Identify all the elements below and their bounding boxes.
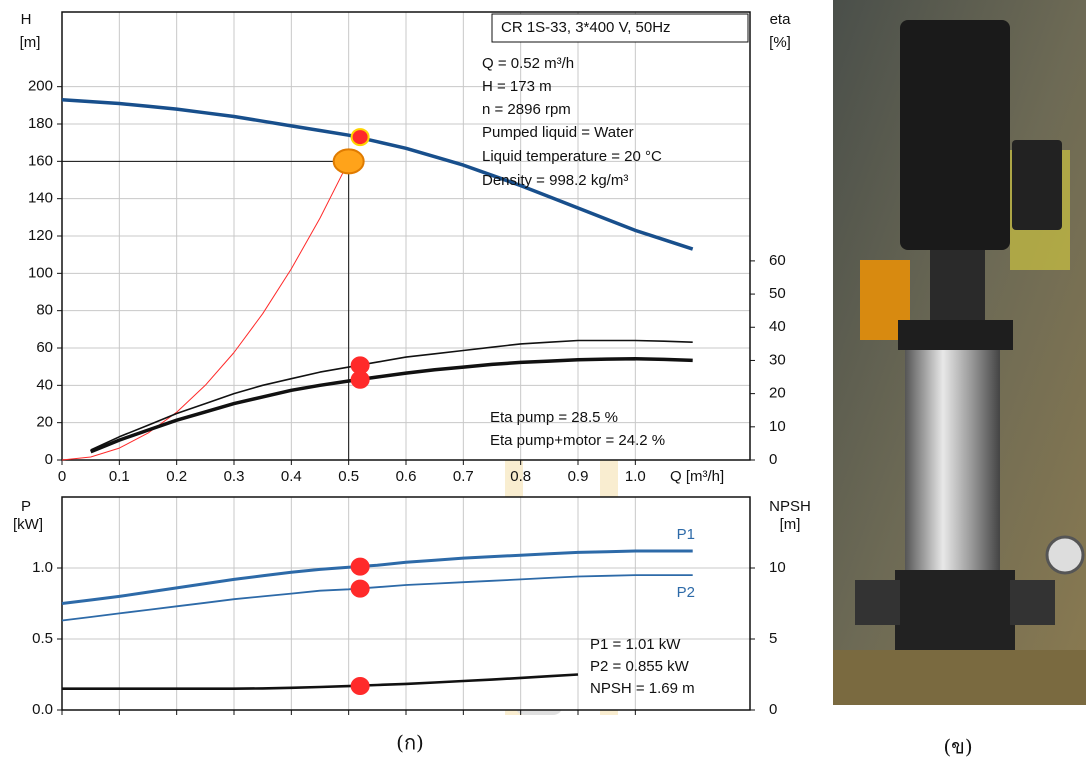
info-line: Liquid temperature = 20 °C <box>482 148 662 165</box>
series-label: P2 <box>677 584 695 601</box>
duty-point <box>352 372 369 388</box>
y-axis-label: P <box>21 498 31 515</box>
x-tick-label: 0.1 <box>109 468 130 485</box>
x-tick-label: 0 <box>58 468 66 485</box>
info-line: P2 = 0.855 kW <box>590 658 690 675</box>
y-axis-unit: [m] <box>20 34 41 51</box>
info-line: NPSH = 1.69 m <box>590 680 695 697</box>
x-tick-label: 1.0 <box>625 468 646 485</box>
y-tick-label: 180 <box>28 115 53 132</box>
x-tick-label: 0.9 <box>568 468 589 485</box>
y2-tick-label: 20 <box>769 385 786 402</box>
x-tick-label: 0.8 <box>510 468 531 485</box>
duty-point <box>352 559 369 575</box>
y2-axis-label: eta <box>770 11 792 28</box>
y-tick-label: 160 <box>28 152 53 169</box>
y-tick-label: 100 <box>28 264 53 281</box>
y-tick-label: 40 <box>36 376 53 393</box>
y2-tick-label: 50 <box>769 285 786 302</box>
y2-tick-label: 40 <box>769 318 786 335</box>
y-tick-label: 200 <box>28 78 53 95</box>
y2-tick-label: 10 <box>769 559 786 576</box>
y-axis-label: H <box>21 11 32 28</box>
eta-info: Eta pump+motor = 24.2 % <box>490 432 665 449</box>
y-tick-label: 20 <box>36 414 53 431</box>
y2-tick-label: 0 <box>769 451 777 468</box>
info-line: Pumped liquid = Water <box>482 124 634 141</box>
y2-axis-unit: [%] <box>769 34 791 51</box>
y2-axis-unit: [m] <box>780 516 801 533</box>
y2-tick-label: 0 <box>769 701 777 718</box>
x-tick-label: 0.5 <box>338 468 359 485</box>
y-tick-label: 1.0 <box>32 559 53 576</box>
info-line: Q = 0.52 m³/h <box>482 55 574 72</box>
x-tick-label: 0.6 <box>396 468 417 485</box>
y-tick-label: 80 <box>36 302 53 319</box>
info-line: n = 2896 rpm <box>482 101 571 118</box>
caption: (ก) <box>396 731 424 755</box>
duty-point <box>352 581 369 597</box>
y2-tick-label: 60 <box>769 252 786 269</box>
y-tick-label: 0.5 <box>32 630 53 647</box>
info-line: P1 = 1.01 kW <box>590 636 681 653</box>
series-label: P1 <box>677 526 695 543</box>
x-tick-label: 0.3 <box>224 468 245 485</box>
caption: (ข) <box>943 735 972 759</box>
x-tick-label: 0.4 <box>281 468 302 485</box>
info-title: CR 1S-33, 3*400 V, 50Hz <box>501 19 671 36</box>
y2-axis-label: NPSH <box>769 498 811 515</box>
y2-tick-label: 30 <box>769 351 786 368</box>
y-tick-label: 140 <box>28 190 53 207</box>
x-tick-label: 0.2 <box>166 468 187 485</box>
y-tick-label: 60 <box>36 339 53 356</box>
x-tick-label: 0.7 <box>453 468 474 485</box>
info-line: Density = 998.2 kg/m³ <box>482 172 628 189</box>
eta-info: Eta pump = 28.5 % <box>490 409 618 426</box>
duty-point <box>334 149 364 173</box>
duty-point <box>352 678 369 694</box>
y-tick-label: 0.0 <box>32 701 53 718</box>
y-tick-label: 0 <box>45 451 53 468</box>
x-axis-label: Q [m³/h] <box>670 468 724 485</box>
info-line: H = 173 m <box>482 78 552 95</box>
duty-point <box>352 129 369 145</box>
y-axis-unit: [kW] <box>13 516 43 533</box>
figure: 0204060801001201401601802000102030405060… <box>0 0 1086 763</box>
charts: 0204060801001201401601802000102030405060… <box>28 12 786 718</box>
y-tick-label: 120 <box>28 227 53 244</box>
pump-photo <box>833 0 1086 705</box>
y2-tick-label: 10 <box>769 418 786 435</box>
y2-tick-label: 5 <box>769 630 777 647</box>
